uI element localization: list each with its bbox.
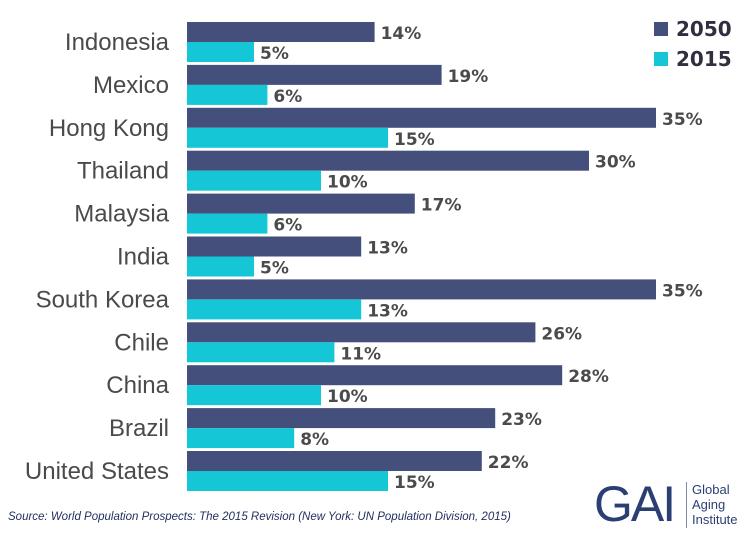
bar-2015-south-korea — [187, 299, 362, 320]
bar-2050-china — [187, 365, 563, 386]
category-label-china: China — [106, 372, 169, 399]
category-label-malaysia: Malaysia — [74, 201, 169, 228]
value-label-2050-chile: 26% — [541, 324, 582, 344]
category-label-indonesia: Indonesia — [65, 29, 170, 56]
bar-2050-malaysia — [187, 193, 415, 214]
bar-2050-chile — [187, 322, 536, 343]
logo-mark: GAI — [594, 476, 676, 532]
category-label-united-states: United States — [25, 458, 169, 485]
value-label-2050-united-states: 22% — [488, 453, 529, 473]
category-label-thailand: Thailand — [77, 158, 169, 185]
source-note: Source: World Population Prospects: The … — [8, 511, 511, 523]
bar-2015-brazil — [187, 428, 295, 449]
bar-2050-india — [187, 236, 362, 257]
bar-2050-thailand — [187, 150, 589, 171]
value-label-2015-china: 10% — [327, 387, 368, 407]
bar-2050-south-korea — [187, 279, 656, 300]
bar-2015-united-states — [187, 471, 388, 491]
value-label-2050-south-korea: 35% — [662, 281, 703, 301]
category-label-india: India — [117, 244, 170, 271]
value-label-2050-thailand: 30% — [595, 153, 636, 173]
value-label-2015-brazil: 8% — [300, 430, 329, 450]
category-label-hong-kong: Hong Kong — [49, 115, 169, 142]
bar-2015-chile — [187, 342, 335, 363]
legend-label-2050: 2050 — [676, 17, 732, 41]
gai-logo: GAI Global Aging Institute — [594, 476, 744, 532]
bar-2015-thailand — [187, 170, 321, 191]
logo-text-line3: Institute — [692, 512, 738, 527]
value-label-2050-malaysia: 17% — [421, 196, 462, 216]
value-label-2015-malaysia: 6% — [273, 216, 302, 236]
bar-2050-brazil — [187, 408, 496, 429]
value-label-2050-india: 13% — [367, 239, 408, 259]
logo-text: Global Aging Institute — [692, 482, 738, 527]
legend-label-2015: 2015 — [676, 47, 732, 71]
value-label-2015-south-korea: 13% — [367, 301, 408, 321]
value-label-2015-united-states: 15% — [394, 473, 435, 493]
bar-2015-malaysia — [187, 213, 268, 234]
category-label-mexico: Mexico — [93, 72, 169, 99]
value-label-2015-chile: 11% — [340, 344, 381, 364]
logo-text-line2: Aging — [692, 497, 726, 512]
value-label-2015-indonesia: 5% — [260, 44, 289, 64]
logo-text-line1: Global — [692, 482, 730, 497]
bar-2015-china — [187, 385, 321, 406]
value-label-2050-china: 28% — [568, 367, 609, 387]
bar-2050-hong-kong — [187, 107, 656, 128]
category-label-brazil: Brazil — [109, 415, 169, 442]
value-label-2050-mexico: 19% — [448, 67, 489, 87]
value-label-2015-hong-kong: 15% — [394, 130, 435, 150]
bar-2050-mexico — [187, 64, 442, 85]
value-label-2015-thailand: 10% — [327, 173, 368, 193]
value-label-2050-indonesia: 14% — [381, 24, 422, 44]
category-label-south-korea: South Korea — [36, 286, 170, 313]
bar-2015-mexico — [187, 84, 268, 105]
value-label-2015-india: 5% — [260, 259, 289, 279]
category-label-chile: Chile — [114, 329, 169, 356]
legend-swatch-2015 — [654, 52, 668, 66]
logo-divider — [686, 482, 687, 528]
bar-2050-united-states — [187, 451, 482, 471]
bar-2015-hong-kong — [187, 127, 388, 148]
bar-2015-indonesia — [187, 42, 254, 62]
bar-2015-india — [187, 256, 254, 277]
value-label-2050-brazil: 23% — [501, 410, 542, 430]
value-label-2015-mexico: 6% — [273, 87, 302, 107]
legend-swatch-2050 — [654, 22, 668, 36]
value-label-2050-hong-kong: 35% — [662, 110, 703, 130]
bar-2050-indonesia — [187, 22, 375, 42]
